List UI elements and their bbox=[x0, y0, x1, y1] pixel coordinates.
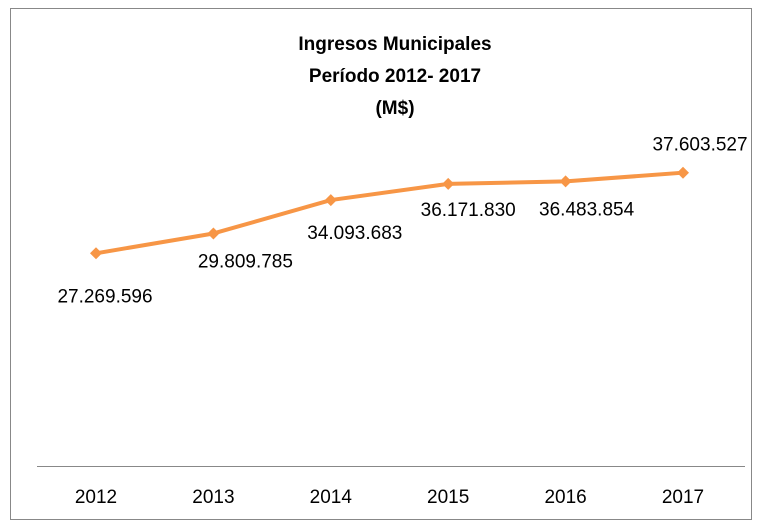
marker bbox=[90, 247, 102, 260]
data-label: 36.483.854 bbox=[539, 199, 635, 220]
marker bbox=[324, 194, 337, 207]
x-tick-label: 2013 bbox=[192, 487, 234, 508]
data-label: 36.171.830 bbox=[421, 200, 516, 221]
data-label: 34.093.683 bbox=[307, 223, 402, 244]
data-label: 27.269.596 bbox=[57, 286, 152, 307]
line bbox=[95, 170, 684, 256]
data-label: 37.603.527 bbox=[652, 135, 747, 156]
x-tick-label: 2017 bbox=[662, 487, 704, 508]
chart-title: Período 2012- 2017 bbox=[309, 66, 481, 87]
x-tick-label: 2014 bbox=[310, 487, 353, 508]
marker bbox=[677, 166, 689, 179]
marker bbox=[559, 175, 572, 188]
x-tick-label: 2016 bbox=[544, 487, 586, 508]
x-tick-label: 2015 bbox=[427, 487, 469, 508]
chart-title: (M$) bbox=[375, 98, 414, 119]
chart-border bbox=[10, 8, 752, 520]
chart-title: Ingresos Municipales bbox=[298, 34, 491, 55]
x-tick-label: 2012 bbox=[75, 487, 117, 508]
data-label: 29.809.785 bbox=[198, 251, 293, 272]
marker bbox=[207, 227, 220, 240]
marker bbox=[442, 177, 455, 190]
